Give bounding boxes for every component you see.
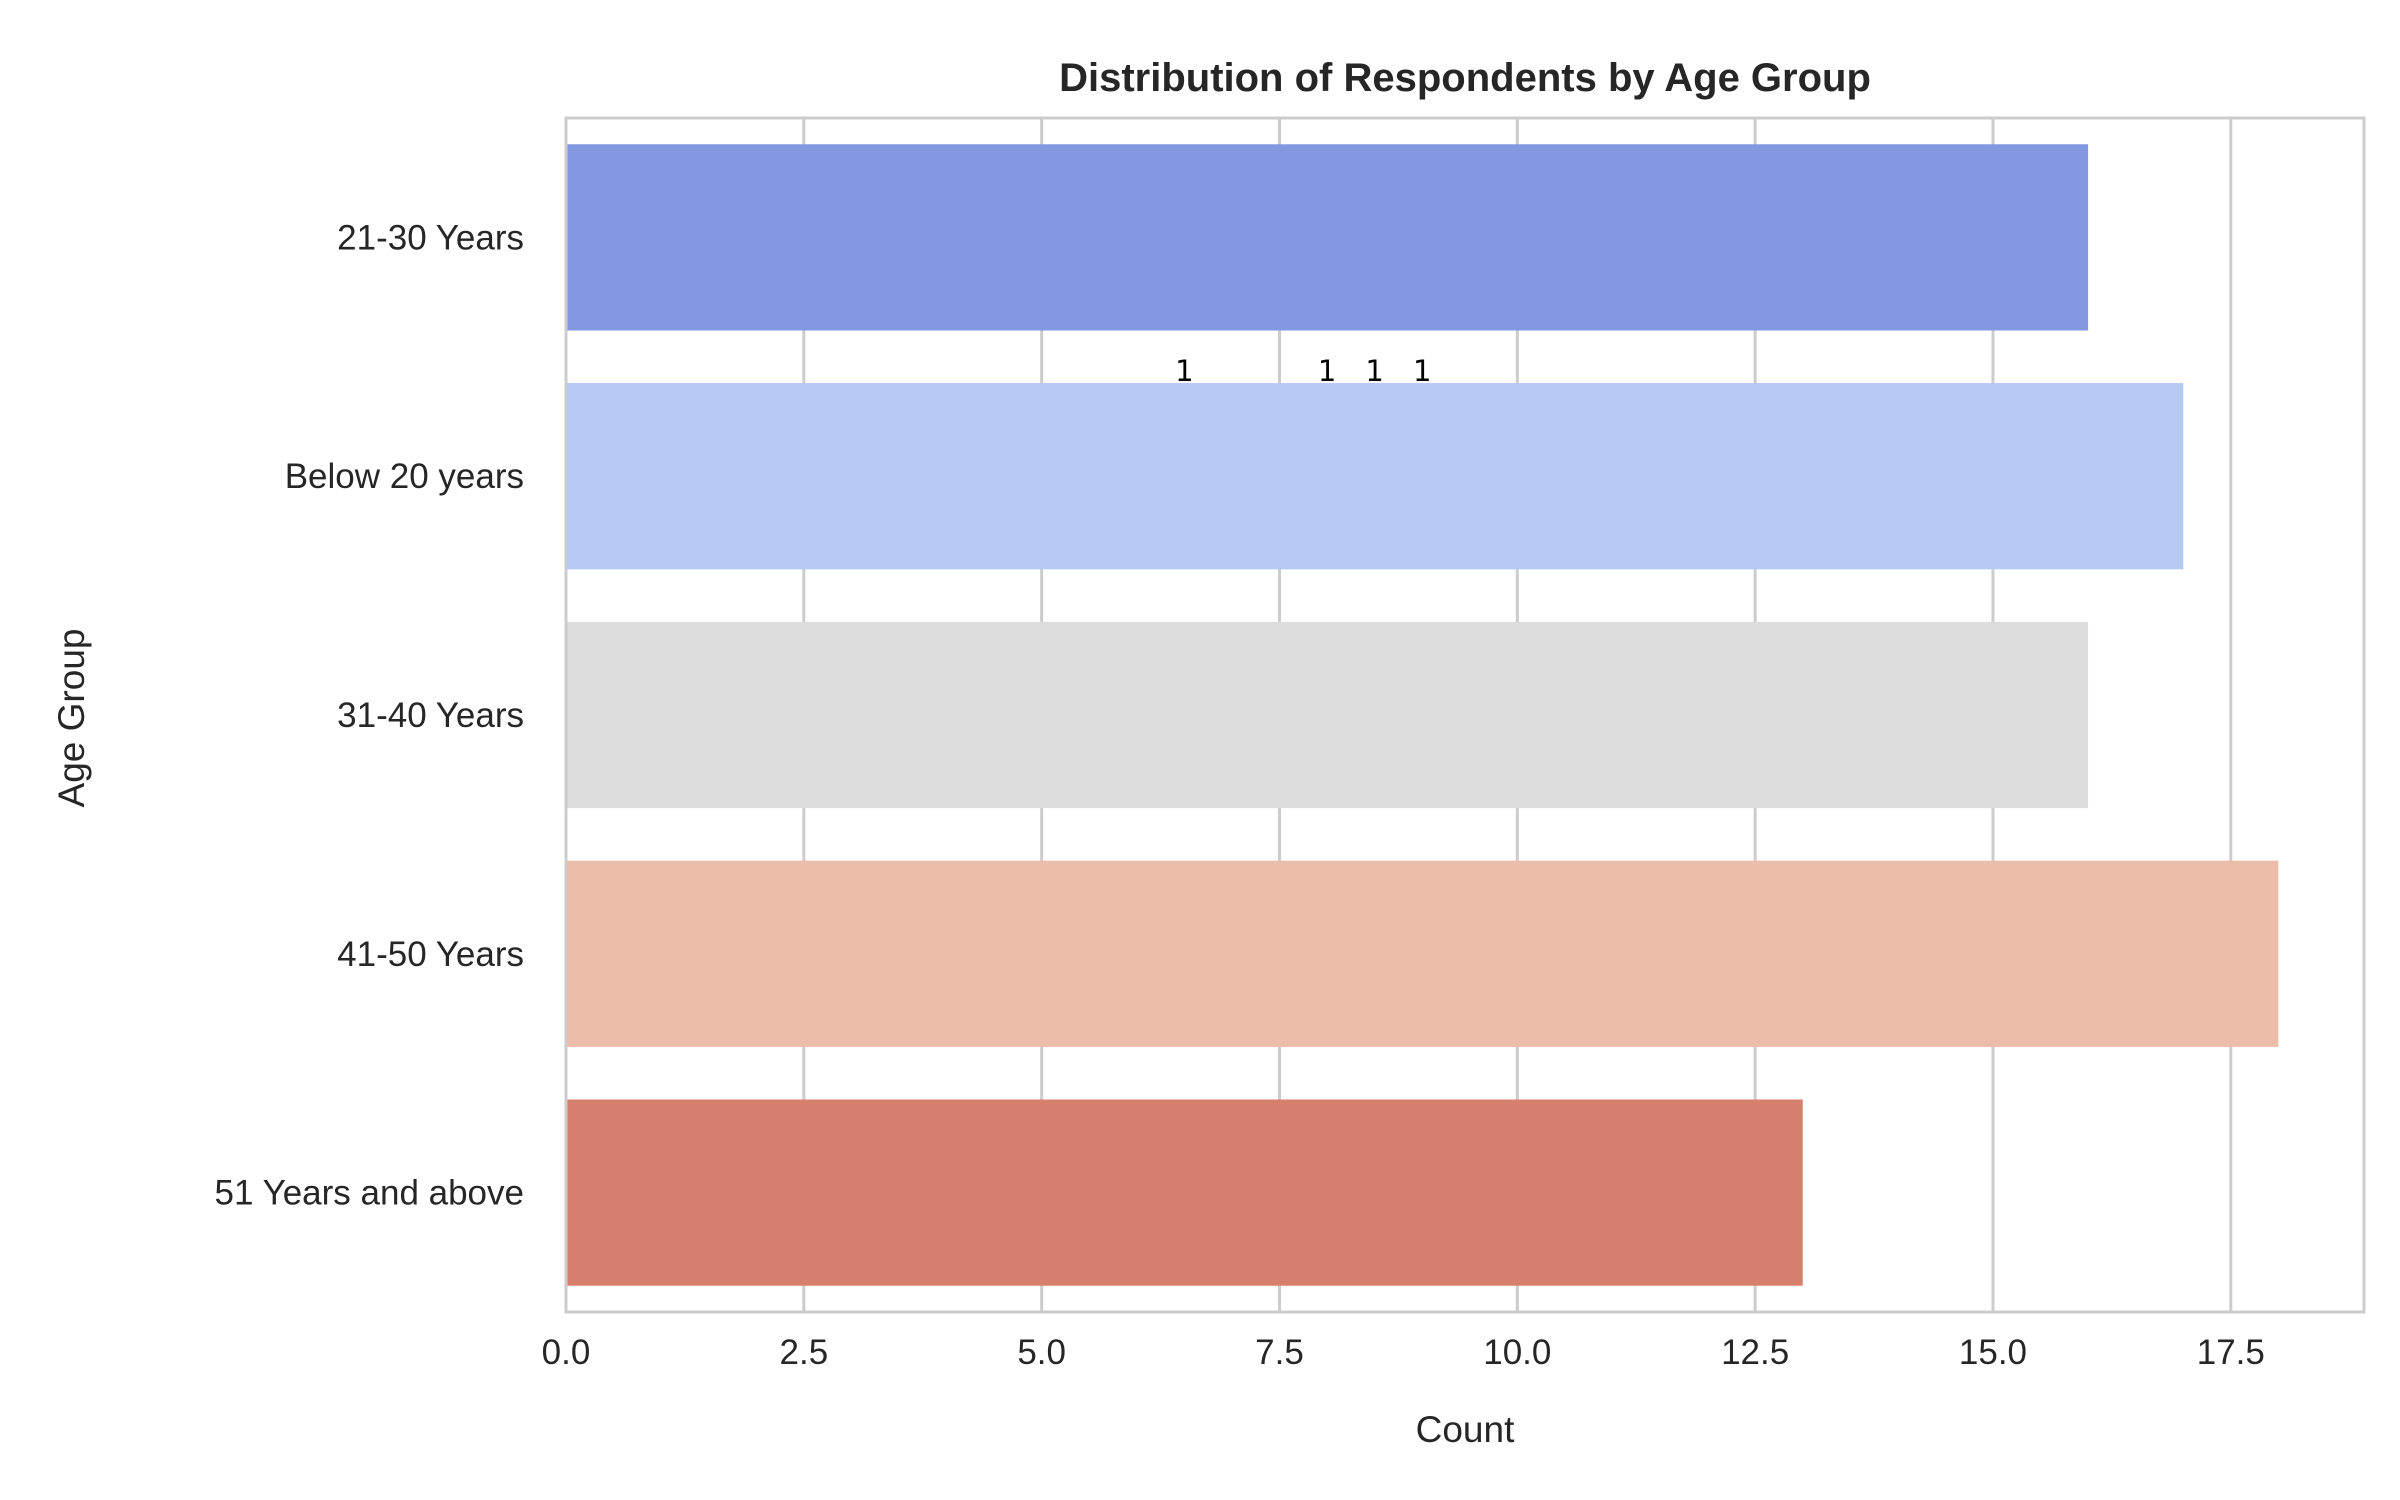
bar [566, 1099, 1803, 1286]
x-tick-label: 7.5 [1255, 1333, 1304, 1372]
x-tick-label: 10.0 [1483, 1333, 1551, 1372]
bar [566, 144, 2089, 331]
y-tick-label: 31-40 Years [337, 696, 524, 735]
annotation-label: 1 [1365, 354, 1383, 388]
bar [566, 621, 2089, 809]
x-tick-label: 17.5 [2197, 1333, 2265, 1372]
annotation-label: 1 [1318, 354, 1336, 388]
y-tick-label: 21-30 Years [337, 218, 524, 257]
x-tick-label: 15.0 [1959, 1333, 2027, 1372]
y-tick-labels: 21-30 Years Below 20 years 31-40 Years 41-5… [215, 218, 524, 1212]
y-tick-label: 51 Years and above [215, 1174, 524, 1213]
bars [566, 144, 2279, 1286]
x-tick-label: 12.5 [1721, 1333, 1789, 1372]
x-tick-labels: 0.0 2.5 5.0 7.5 10.0 12.5 15.0 17.5 [542, 1333, 2265, 1372]
x-tick-label: 0.0 [542, 1333, 591, 1372]
chart-title: Distribution of Respondents by Age Group [1059, 56, 1871, 100]
x-axis-label: Count [1416, 1409, 1515, 1450]
x-tick-label: 2.5 [780, 1333, 829, 1372]
annotation-label: 1 [1175, 354, 1193, 388]
bar [566, 383, 2184, 570]
bar [566, 860, 2279, 1047]
y-tick-label: 41-50 Years [337, 935, 524, 974]
y-axis-label: Age Group [51, 629, 92, 808]
y-tick-label: Below 20 years [285, 457, 524, 496]
plot-frame [564, 116, 2366, 1314]
x-tick-label: 5.0 [1017, 1333, 1066, 1372]
annotation-label: 1 [1413, 354, 1431, 388]
